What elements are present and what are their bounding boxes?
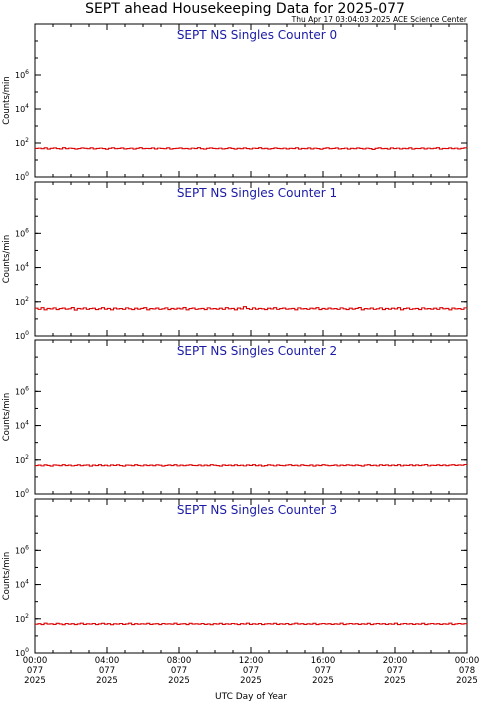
chart-title: SEPT ahead Housekeeping Data for 2025-07… [85,1,405,17]
x-axis-labels: 00:00077202504:00077202508:00077202512:0… [23,656,480,686]
y-tick-base: 10 [15,264,25,273]
panel-title: SEPT NS Singles Counter 0 [177,28,337,42]
y-tick-label: 106 [15,69,29,80]
y-tick-exponent: 0 [25,647,29,654]
series-line-counter-1 [35,306,467,311]
y-tick-base: 10 [15,649,25,658]
y-tick-label: 100 [15,488,29,499]
y-tick-exponent: 0 [25,330,29,337]
y-tick-base: 10 [15,332,25,341]
x-tick-doy: 078 [459,666,475,676]
panel-title: SEPT NS Singles Counter 3 [177,503,337,517]
x-tick-doy: 077 [171,666,187,676]
x-tick-time: 00:00 [23,656,48,666]
panel-title: SEPT NS Singles Counter 2 [177,344,337,358]
y-tick-exponent: 4 [25,579,29,586]
x-tick-year: 2025 [312,676,334,686]
y-tick-base: 10 [15,387,25,396]
y-tick-base: 10 [15,546,25,555]
series-line-counter-2 [35,463,467,467]
y-tick-base: 10 [15,173,25,182]
y-tick-base: 10 [15,490,25,499]
x-tick-year: 2025 [96,676,118,686]
y-tick-label: 104 [15,420,29,431]
y-axis-label: Counts/min [2,393,12,442]
y-tick-label: 100 [15,647,29,658]
y-tick-exponent: 2 [25,613,29,620]
y-axis-label: Counts/min [2,235,12,284]
y-tick-base: 10 [15,139,25,148]
x-tick-year: 2025 [240,676,262,686]
series-line-counter-3 [35,622,467,626]
y-tick-base: 10 [15,615,25,624]
y-tick-exponent: 6 [25,69,29,76]
y-tick-exponent: 4 [25,420,29,427]
x-tick-year: 2025 [24,676,46,686]
x-axis-title: UTC Day of Year [215,692,287,702]
y-tick-label: 106 [15,385,29,396]
x-tick-doy: 077 [99,666,115,676]
y-tick-base: 10 [15,229,25,238]
x-tick-doy: 077 [27,666,43,676]
x-tick-time: 00:00 [455,656,480,666]
y-tick-exponent: 4 [25,103,29,110]
y-tick-base: 10 [15,298,25,307]
y-tick-label: 104 [15,103,29,114]
y-tick-exponent: 4 [25,262,29,269]
y-axis-label: Counts/min [2,552,12,601]
y-tick-exponent: 6 [25,385,29,392]
x-tick-time: 08:00 [167,656,192,666]
y-tick-exponent: 2 [25,454,29,461]
x-tick-year: 2025 [456,676,478,686]
x-tick-year: 2025 [168,676,190,686]
y-tick-label: 106 [15,227,29,238]
x-tick-year: 2025 [384,676,406,686]
y-tick-label: 102 [15,296,29,307]
y-tick-exponent: 2 [25,296,29,303]
x-tick-time: 16:00 [311,656,336,666]
y-tick-exponent: 0 [25,488,29,495]
y-tick-base: 10 [15,422,25,431]
x-tick-doy: 077 [387,666,403,676]
y-tick-label: 102 [15,454,29,465]
panel-title: SEPT NS Singles Counter 1 [177,186,337,200]
x-tick-doy: 077 [315,666,331,676]
y-tick-label: 104 [15,579,29,590]
y-tick-base: 10 [15,71,25,80]
y-tick-label: 106 [15,544,29,555]
y-tick-label: 102 [15,613,29,624]
y-tick-exponent: 0 [25,171,29,178]
y-tick-label: 104 [15,262,29,273]
y-tick-label: 100 [15,330,29,341]
y-axis-label: Counts/min [2,76,12,125]
x-tick-time: 12:00 [239,656,264,666]
series-line-counter-0 [35,147,467,150]
y-tick-base: 10 [15,105,25,114]
x-tick-time: 20:00 [383,656,408,666]
x-tick-doy: 077 [243,666,259,676]
timestamp-label: Thu Apr 17 03:04:03 2025 ACE Science Cen… [291,15,468,24]
y-tick-label: 100 [15,171,29,182]
y-tick-exponent: 6 [25,544,29,551]
y-tick-base: 10 [15,581,25,590]
x-tick-time: 04:00 [95,656,120,666]
y-tick-label: 102 [15,137,29,148]
y-tick-exponent: 6 [25,227,29,234]
y-tick-base: 10 [15,456,25,465]
y-tick-exponent: 2 [25,137,29,144]
